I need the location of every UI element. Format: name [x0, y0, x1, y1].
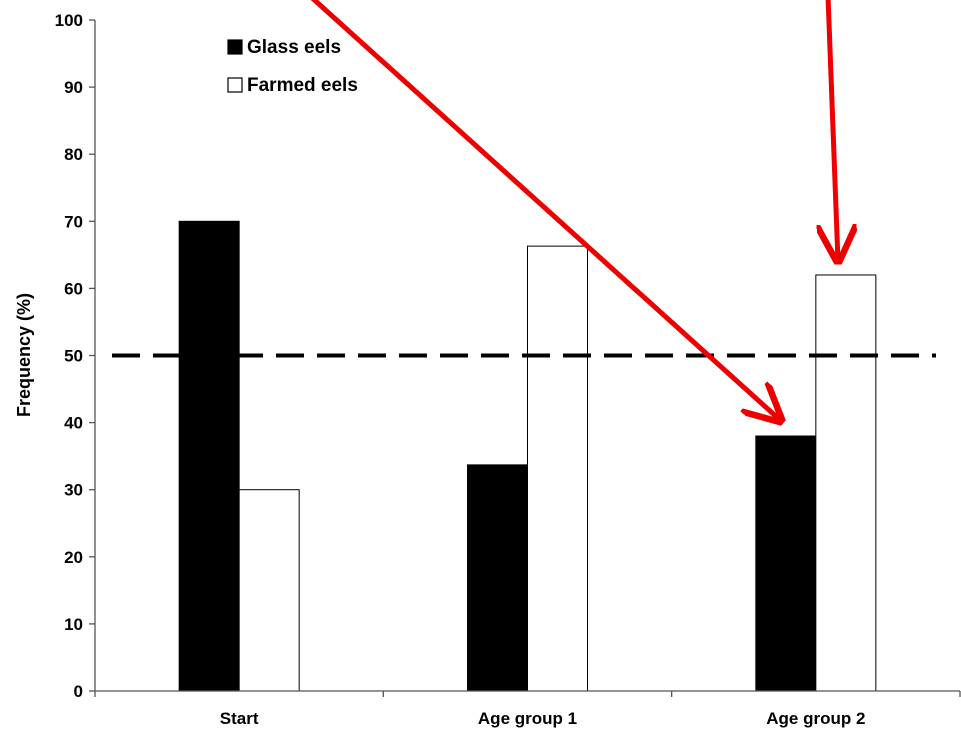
legend-swatch-farmed-eels [227, 77, 243, 93]
legend-label-farmed-eels: Farmed eels [247, 75, 358, 96]
y-tick-label-70: 70 [64, 212, 83, 231]
x-tick-label-age-group-1: Age group 1 [478, 709, 577, 728]
legend-swatch-glass-eels [227, 39, 243, 55]
y-tick-label-80: 80 [64, 145, 83, 164]
axes-layer: 0 10 20 30 40 50 60 70 80 90 100 Start Age group 1 Ag… [55, 11, 961, 728]
y-tick-label-60: 60 [64, 279, 83, 298]
x-tick-label-age-group-2: Age group 2 [766, 709, 865, 728]
y-tick-label-30: 30 [64, 481, 83, 500]
y-tick-label-20: 20 [64, 548, 83, 567]
legend: Glass eels Farmed eels [227, 37, 358, 96]
y-tick-label-40: 40 [64, 414, 83, 433]
annotation-layer [310, 0, 838, 418]
bar-glass-eels-age-group-1 [467, 464, 528, 692]
legend-label-glass-eels: Glass eels [247, 37, 341, 58]
x-tick-label-start: Start [220, 709, 259, 728]
annotation-arrow-1 [310, 0, 778, 418]
y-tick-label-0: 0 [74, 682, 83, 701]
y-tick-label-100: 100 [55, 11, 83, 30]
y-tick-label-10: 10 [64, 615, 83, 634]
y-tick-label-50: 50 [64, 347, 83, 366]
bar-farmed-eels-age-group-2 [815, 274, 877, 692]
bar-farmed-eels-start [238, 489, 300, 692]
bars-layer [178, 220, 877, 692]
y-axis-title: Frequency (%) [14, 293, 34, 417]
bar-glass-eels-age-group-2 [755, 435, 817, 692]
bar-glass-eels-start [178, 220, 240, 692]
y-tick-label-90: 90 [64, 78, 83, 97]
annotation-arrow-2 [828, 0, 838, 257]
bar-farmed-eels-age-group-1 [527, 245, 588, 692]
